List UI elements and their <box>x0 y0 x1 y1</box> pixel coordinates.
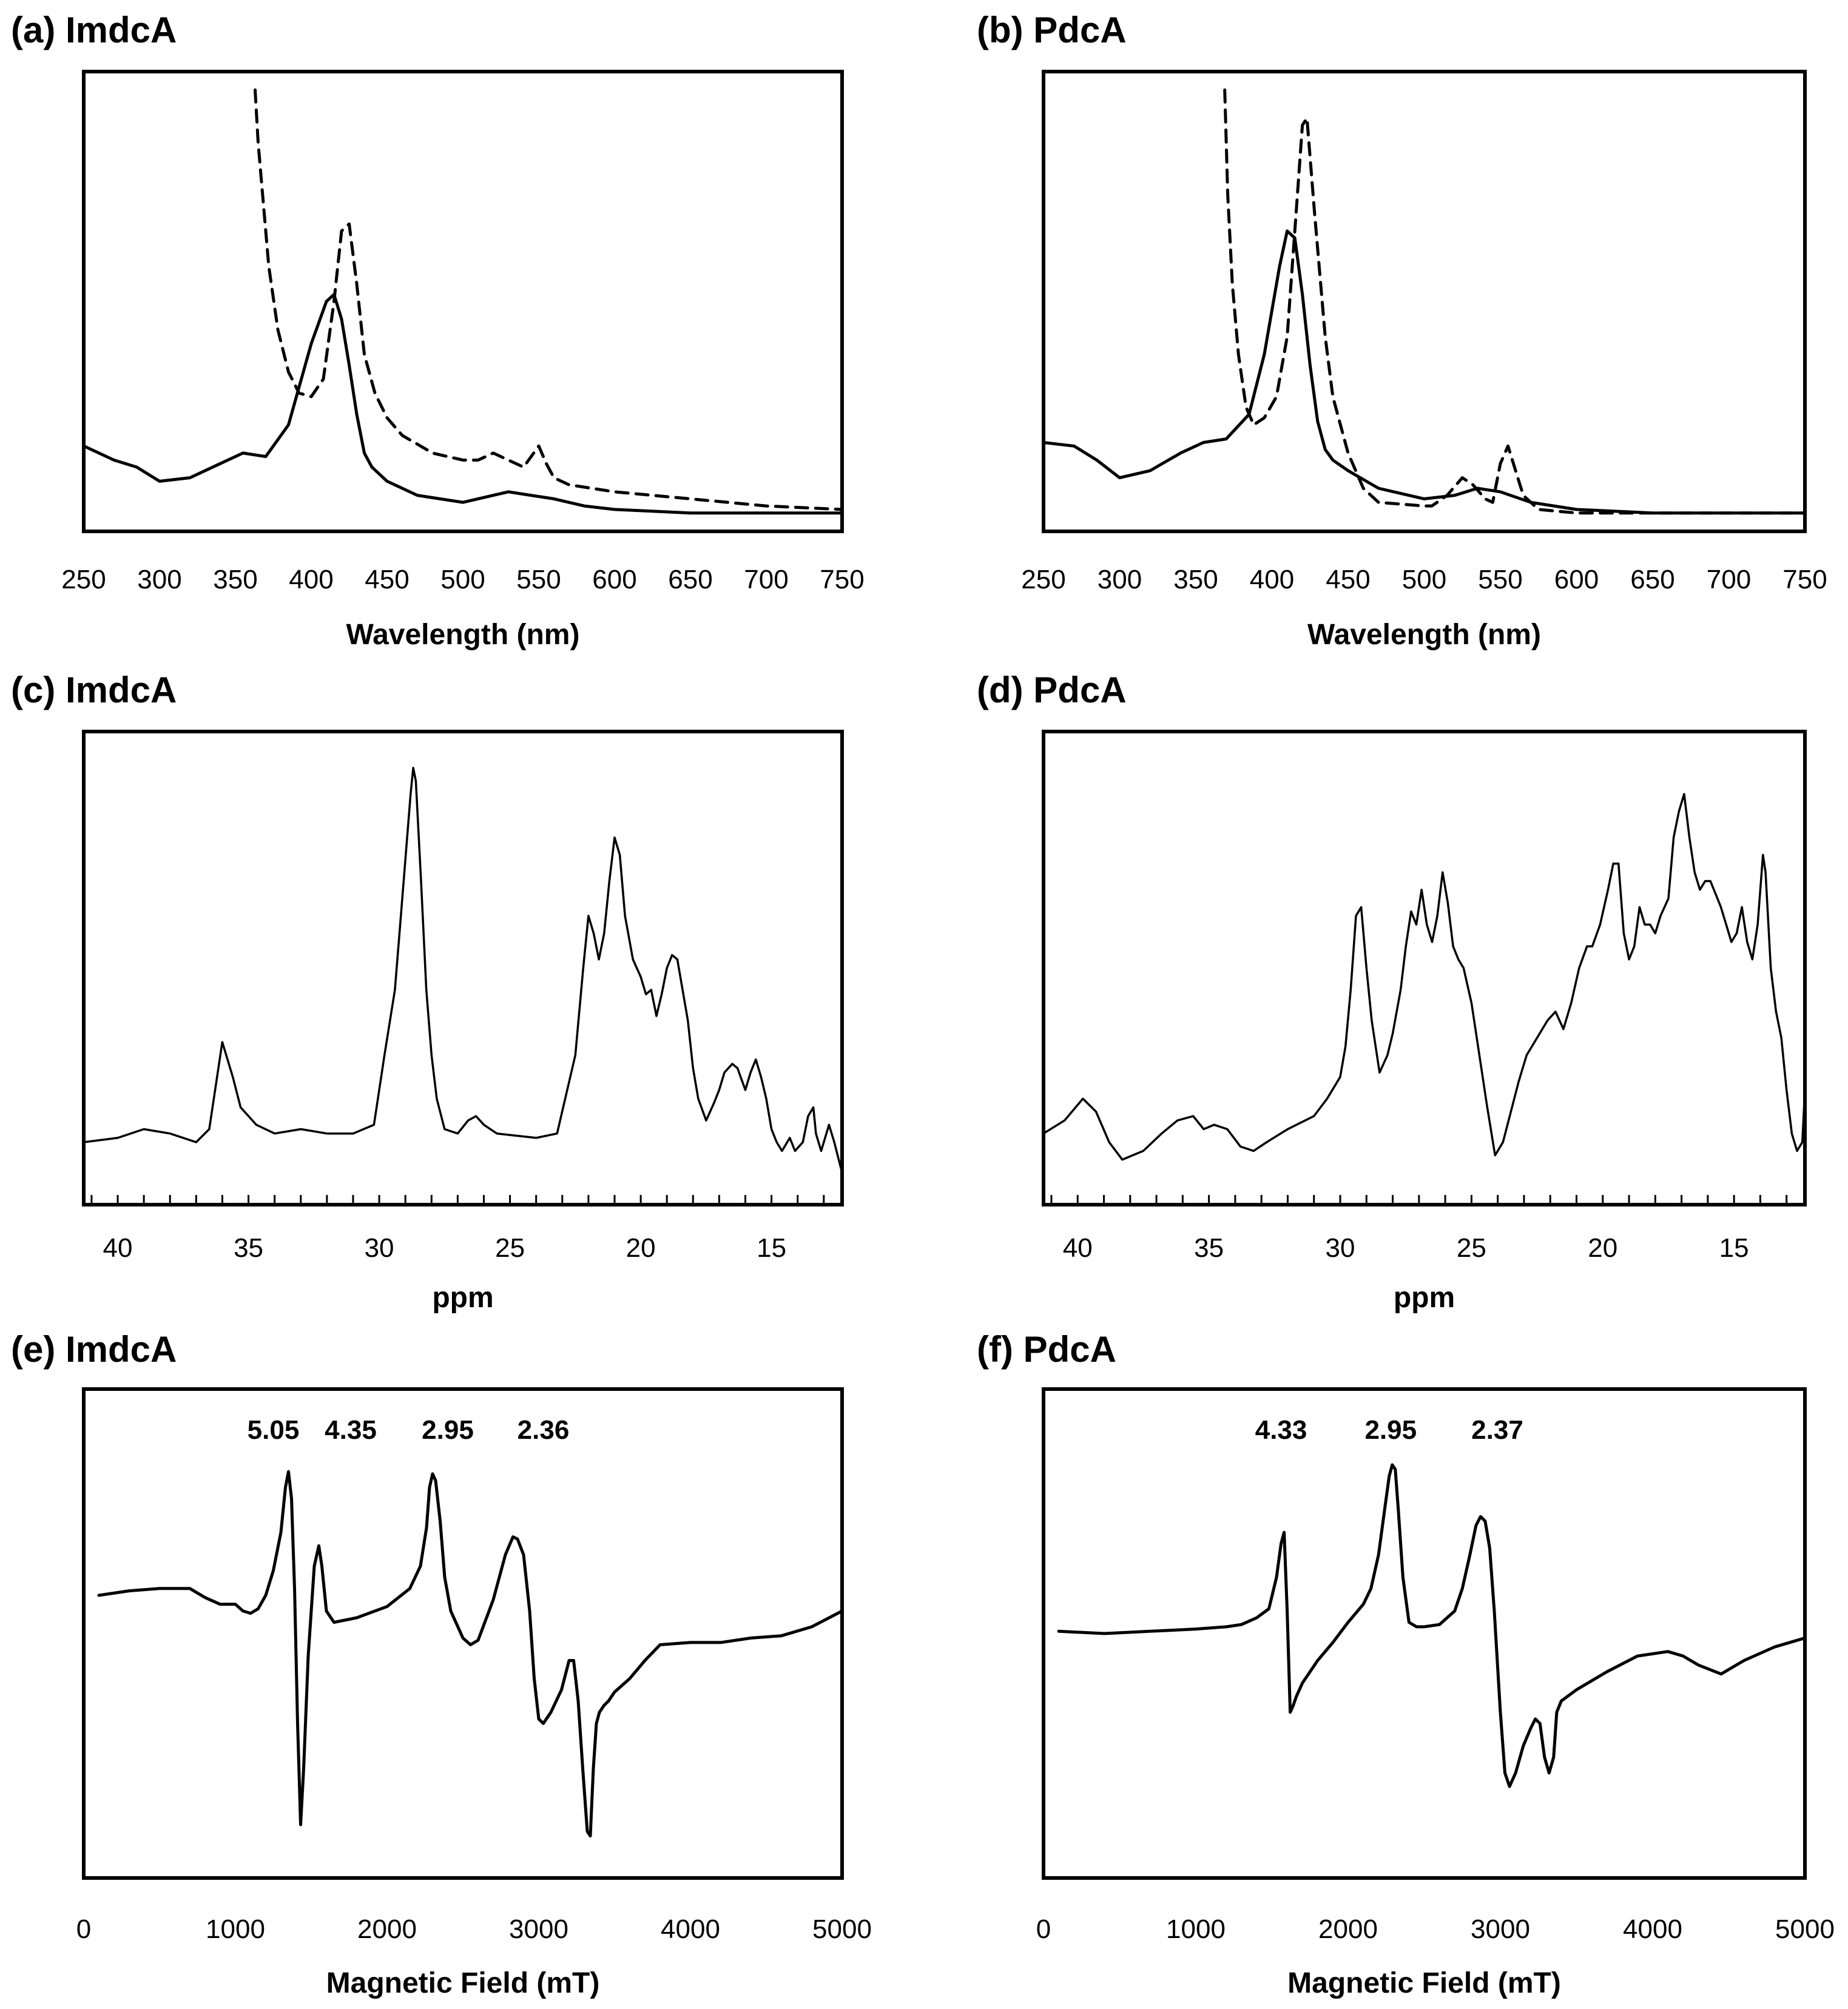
x-tick-label: 3000 <box>509 1914 568 1944</box>
panel-a: (a) ImdcA 250 300 350 400 450 500 550 600 650 700 7… <box>11 10 865 651</box>
x-axis-label: Wavelength (nm) <box>346 619 580 651</box>
x-tick-label: 400 <box>1250 565 1294 594</box>
x-axis-label: Wavelength (nm) <box>1307 619 1541 651</box>
x-tick-label: 40 <box>103 1233 133 1263</box>
panel-title: (a) ImdcA <box>11 10 177 50</box>
x-tick-label: 500 <box>440 565 485 594</box>
peak-annotation: 2.36 <box>518 1415 570 1445</box>
x-tick-label: 5000 <box>1775 1914 1835 1944</box>
x-axis-label: ppm <box>1394 1282 1455 1314</box>
x-tick-label: 300 <box>1098 565 1142 594</box>
x-tick-label: 35 <box>1194 1233 1224 1263</box>
x-tick-label: 600 <box>592 565 636 594</box>
plot-frame <box>1042 70 1807 533</box>
x-tick-label: 30 <box>365 1233 394 1263</box>
peak-annotation: 2.95 <box>422 1415 474 1445</box>
x-tick-label: 0 <box>76 1914 91 1944</box>
x-tick-label: 40 <box>1063 1233 1093 1263</box>
panel-title: (c) ImdcA <box>11 670 177 710</box>
panel-title: (e) ImdcA <box>11 1329 177 1370</box>
series-line-EPR <box>97 1470 842 1838</box>
x-tick-label: 2000 <box>1318 1914 1378 1944</box>
x-tick-label: 20 <box>626 1233 656 1263</box>
panel-d: (d) PdcA 40 35 30 25 20 15 ppm <box>977 670 1807 1314</box>
x-tick-label: 750 <box>1782 565 1827 594</box>
x-tick-label: 550 <box>516 565 561 594</box>
x-tick-label: 400 <box>289 565 333 594</box>
panel-title: (d) PdcA <box>977 670 1127 710</box>
x-tick-label: 0 <box>1036 1914 1051 1944</box>
x-axis-label: Magnetic Field (mT) <box>1287 1967 1561 1999</box>
x-tick-label: 450 <box>1326 565 1370 594</box>
x-tick-label: 15 <box>757 1233 786 1263</box>
peak-annotation: 4.35 <box>325 1415 377 1445</box>
plot-frame <box>1042 730 1807 1206</box>
x-tick-label: 25 <box>1457 1233 1486 1263</box>
x-tick-label: 700 <box>744 565 788 594</box>
series-line-EPR <box>1057 1463 1805 1788</box>
x-tick-label: 4000 <box>661 1914 720 1944</box>
series-line-solid <box>84 292 842 515</box>
x-tick-label: 600 <box>1554 565 1599 594</box>
x-tick-label: 350 <box>1173 565 1218 594</box>
peak-annotation: 2.37 <box>1471 1415 1523 1445</box>
x-tick-label: 450 <box>365 565 409 594</box>
panel-c: (c) ImdcA 40 35 30 25 20 15 ppm <box>11 670 844 1314</box>
x-axis-label: Magnetic Field (mT) <box>326 1967 600 1999</box>
x-tick-label: 500 <box>1402 565 1446 594</box>
x-tick-label: 15 <box>1719 1233 1749 1263</box>
x-axis-label: ppm <box>432 1282 493 1314</box>
series-line-spectrum <box>84 767 842 1174</box>
series-line-spectrum <box>1044 793 1805 1161</box>
x-tick-label: 250 <box>61 565 106 594</box>
x-tick-label: 30 <box>1326 1233 1355 1263</box>
plot-frame <box>82 70 844 533</box>
peak-annotation: 4.33 <box>1255 1415 1307 1445</box>
series-line-solid <box>1044 229 1805 515</box>
peak-annotation: 2.95 <box>1364 1415 1417 1445</box>
x-tick-label: 4000 <box>1623 1914 1682 1944</box>
panel-title: (f) PdcA <box>977 1329 1116 1370</box>
x-tick-label: 25 <box>495 1233 525 1263</box>
panel-f: (f) PdcA 0 1000 2000 3000 4000 5000 Magnetic Fi… <box>977 1329 1835 1999</box>
plot-frame <box>82 1387 844 1880</box>
peak-annotation: 5.05 <box>248 1415 300 1445</box>
x-tick-label: 300 <box>137 565 181 594</box>
x-tick-label: 700 <box>1707 565 1751 594</box>
panel-e: (e) ImdcA 0 1000 2000 3000 4000 5000 Magnetic F… <box>11 1329 872 1999</box>
x-tick-label: 350 <box>213 565 257 594</box>
x-tick-label: 250 <box>1021 565 1065 594</box>
plot-frame <box>82 730 844 1206</box>
series-line-dashed <box>254 88 842 511</box>
panel-title: (b) PdcA <box>977 10 1127 50</box>
plot-frame <box>1042 1387 1807 1880</box>
x-tick-label: 20 <box>1588 1233 1617 1263</box>
x-tick-label: 750 <box>820 565 864 594</box>
x-tick-label: 35 <box>234 1233 263 1263</box>
panel-b: (b) PdcA 250 300 350 400 450 500 550 600 650 700 75… <box>977 10 1827 651</box>
x-tick-label: 5000 <box>812 1914 872 1944</box>
x-tick-label: 1000 <box>1166 1914 1226 1944</box>
x-tick-label: 1000 <box>206 1914 265 1944</box>
series-line-dashed <box>1223 88 1805 515</box>
x-tick-label: 650 <box>668 565 712 594</box>
x-tick-label: 2000 <box>357 1914 417 1944</box>
x-tick-label: 650 <box>1630 565 1674 594</box>
x-tick-label: 3000 <box>1471 1914 1530 1944</box>
x-tick-label: 550 <box>1478 565 1522 594</box>
